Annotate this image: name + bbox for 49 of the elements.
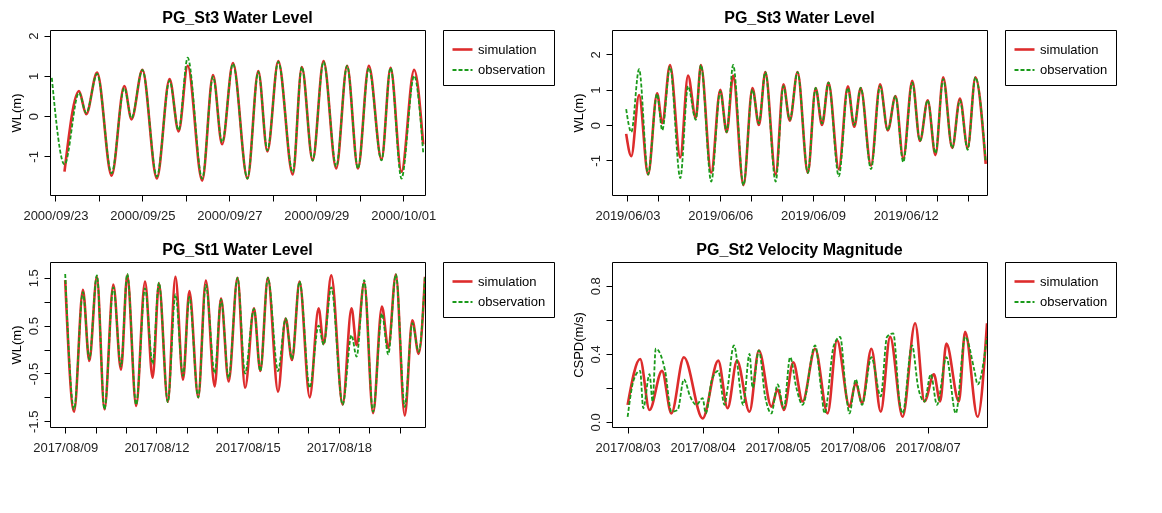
legend-label: observation <box>1040 294 1108 309</box>
y-tick-label: -1.5 <box>25 410 41 433</box>
legend-label: simulation <box>478 273 537 289</box>
x-tick-label: 2017/08/05 <box>745 439 811 455</box>
legend-label: observation <box>478 62 546 77</box>
x-tick-label: 2019/06/03 <box>595 207 661 223</box>
legend-label: simulation <box>478 41 537 57</box>
y-axis-title: WL(m) <box>570 93 586 133</box>
x-tick-label: 2017/08/04 <box>670 439 736 455</box>
y-tick-label: 0.0 <box>587 413 603 432</box>
legend-label: simulation <box>1040 273 1099 289</box>
y-tick-label: 1.5 <box>25 269 41 288</box>
y-axis-title: CSPD(m/s) <box>570 312 586 378</box>
x-tick-label: 2017/08/07 <box>895 439 961 455</box>
legend-label: observation <box>1040 62 1108 77</box>
chart-title: PG_St3 Water Level <box>724 8 875 26</box>
x-tick-label: 2017/08/09 <box>33 439 99 455</box>
x-tick-label: 2017/08/18 <box>306 439 372 455</box>
x-tick-label: 2019/06/06 <box>688 207 754 223</box>
chart-title: PG_St3 Water Level <box>162 8 313 26</box>
x-tick-label: 2000/09/23 <box>23 207 89 223</box>
y-tick-label: 0 <box>25 113 41 121</box>
x-tick-label: 2000/09/29 <box>284 207 350 223</box>
x-tick-label: 2017/08/03 <box>595 439 661 455</box>
x-tick-label: 2000/09/27 <box>197 207 263 223</box>
y-tick-label: -1 <box>25 151 41 163</box>
legend-label: observation <box>478 294 546 309</box>
y-tick-label: 0.5 <box>25 317 41 336</box>
legend-label: simulation <box>1040 41 1099 57</box>
x-tick-label: 2019/06/09 <box>780 207 847 223</box>
y-tick-label: 2 <box>587 51 603 59</box>
x-tick-label: 2000/09/25 <box>110 207 176 223</box>
y-tick-label: -0.5 <box>25 362 41 386</box>
y-tick-label: -1 <box>587 155 603 167</box>
x-tick-label: 2017/08/15 <box>215 439 281 455</box>
y-tick-label: 1 <box>587 86 603 94</box>
y-tick-label: 0.8 <box>587 277 603 296</box>
y-tick-label: 1 <box>25 72 41 80</box>
y-axis-title: WL(m) <box>8 325 24 365</box>
x-tick-label: 2017/08/06 <box>820 439 886 455</box>
x-tick-label: 2019/06/12 <box>873 207 939 223</box>
y-tick-label: 2 <box>25 32 41 40</box>
y-tick-label: 0.4 <box>587 345 603 364</box>
y-tick-label: 0 <box>587 121 603 130</box>
x-tick-label: 2000/10/01 <box>371 207 437 223</box>
chart-title: PG_St1 Water Level <box>162 240 313 258</box>
chart-title: PG_St2 Velocity Magnitude <box>696 240 903 258</box>
x-tick-label: 2017/08/12 <box>124 439 190 455</box>
y-axis-title: WL(m) <box>8 93 24 133</box>
